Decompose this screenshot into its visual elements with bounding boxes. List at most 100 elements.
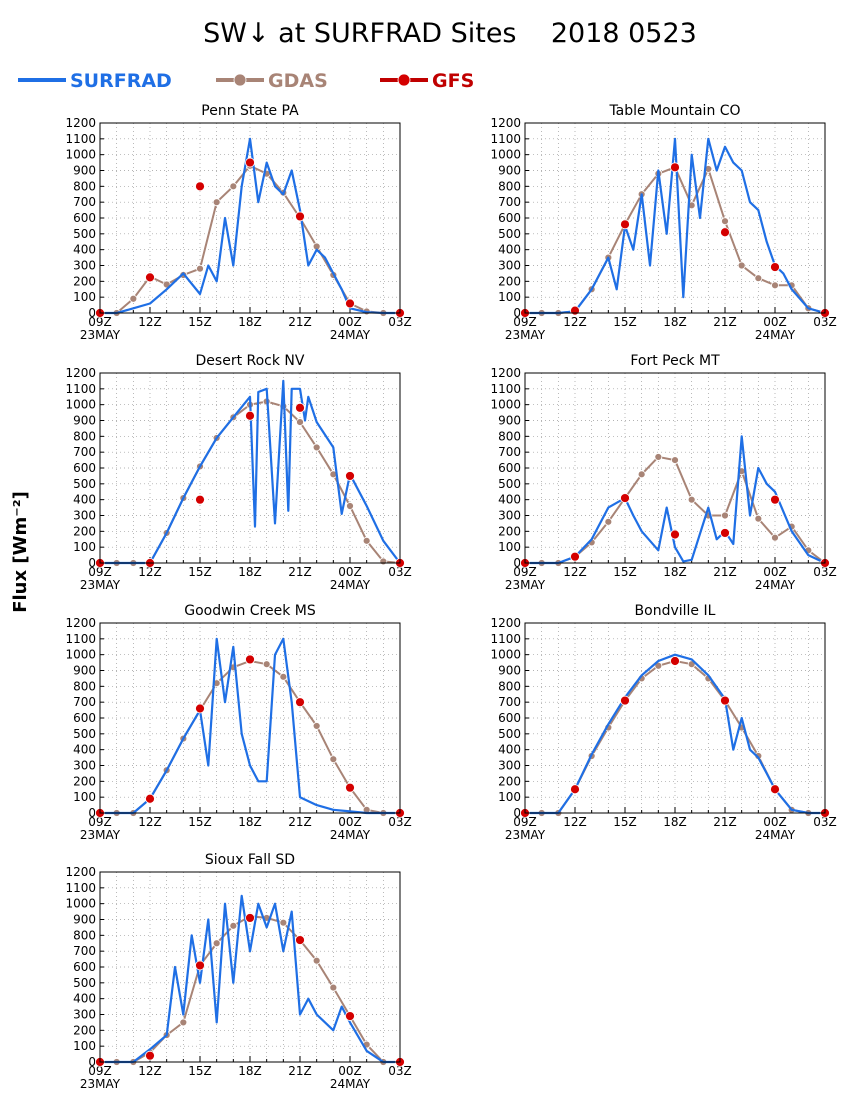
x-tick-label: 00Z: [338, 1064, 362, 1078]
y-tick-label: 700: [73, 445, 96, 459]
gfs-point: [145, 272, 155, 283]
x-tick-label: 03Z: [388, 1064, 412, 1078]
y-tick-label: 0: [513, 306, 521, 320]
gfs-point: [295, 935, 305, 945]
x-tick-label: 12Z: [138, 315, 162, 329]
y-tick-label: 800: [498, 429, 521, 443]
gdas-point: [129, 294, 138, 303]
y-tick-label: 800: [498, 179, 521, 193]
y-tick-label: 0: [513, 556, 521, 570]
y-tick-label: 200: [498, 774, 521, 788]
x-tick-label: 03Z: [388, 815, 412, 829]
y-tick-label: 600: [73, 711, 96, 725]
gdas-point: [179, 1018, 188, 1027]
x-tick-label: 03Z: [388, 565, 412, 579]
y-tick-label: 1100: [65, 881, 96, 895]
x-tick-label: 21Z: [288, 815, 312, 829]
panel-title: Desert Rock NV: [196, 353, 305, 369]
gfs-point: [770, 784, 780, 795]
y-tick-label: 1000: [65, 148, 96, 162]
y-tick-label: 1000: [65, 897, 96, 911]
y-tick-label: 400: [498, 493, 521, 507]
panel-frame: [524, 622, 826, 814]
y-tick-label: 1000: [65, 398, 96, 412]
y-tick-label: 1200: [490, 116, 521, 130]
gdas-point: [229, 182, 238, 191]
y-tick-label: 900: [498, 164, 521, 178]
x-tick-label: 15Z: [188, 565, 212, 579]
legend-item-gfs: GFS: [380, 70, 474, 92]
panel-frame: [99, 122, 401, 314]
y-tick-label: 1200: [65, 366, 96, 380]
x-tick-label: 18Z: [663, 565, 687, 579]
y-tick-label: 700: [498, 695, 521, 709]
y-tick-label: 400: [73, 743, 96, 757]
surfrad-series-line: [100, 379, 401, 565]
panel-frame: [524, 122, 826, 314]
y-tick-label: 300: [73, 259, 96, 273]
y-tick-label: 1200: [65, 116, 96, 130]
x-tick-label: 21Z: [288, 315, 312, 329]
gdas-point: [379, 557, 388, 566]
y-tick-label: 800: [73, 179, 96, 193]
x-tick-label: 00Z: [338, 565, 362, 579]
x-date-label: 23MAY: [80, 578, 121, 592]
gfs-point: [720, 227, 730, 238]
gdas-point: [329, 983, 338, 992]
x-date-label: 24MAY: [330, 828, 371, 842]
y-tick-label: 1100: [490, 382, 521, 396]
gdas-point: [671, 456, 679, 464]
gdas-point: [196, 264, 204, 273]
y-tick-label: 100: [73, 540, 96, 554]
y-tick-label: 0: [88, 306, 96, 320]
gfs-point: [570, 551, 580, 562]
gfs-point: [245, 410, 255, 421]
y-tick-label: 700: [498, 445, 521, 459]
x-tick-label: 21Z: [713, 315, 737, 329]
gfs-point: [345, 298, 355, 309]
x-tick-label: 09Z: [513, 315, 537, 329]
x-tick-label: 12Z: [138, 1064, 162, 1078]
gfs-point: [195, 494, 205, 505]
gdas-point: [771, 281, 779, 290]
gfs-point: [295, 402, 305, 413]
gfs-point: [295, 697, 305, 708]
legend-item-surfrad: SURFRAD: [18, 70, 172, 92]
y-tick-label: 900: [498, 414, 521, 428]
gfs-point: [195, 181, 205, 192]
x-tick-label: 18Z: [238, 815, 262, 829]
x-date-label: 24MAY: [330, 1077, 371, 1091]
gfs-point: [670, 162, 680, 173]
y-tick-label: 900: [73, 414, 96, 428]
legend: SURFRAD GDAS GFS: [18, 70, 474, 92]
gdas-point: [637, 470, 646, 479]
panel-frame: [99, 871, 401, 1063]
surfrad-series-line: [100, 637, 400, 815]
x-tick-label: 12Z: [138, 815, 162, 829]
y-tick-label: 900: [73, 164, 96, 178]
panel-title: Sioux Fall SD: [205, 852, 295, 868]
x-tick-label: 00Z: [338, 315, 362, 329]
y-tick-label: 200: [73, 524, 96, 538]
y-tick-label: 200: [498, 274, 521, 288]
gdas-point: [721, 511, 729, 520]
y-tick-label: 700: [498, 195, 521, 209]
panel-frame: [524, 372, 826, 564]
y-tick-label: 0: [88, 1055, 96, 1069]
y-tick-label: 0: [88, 806, 96, 820]
y-axis-label: Flux [Wm⁻²]: [10, 491, 31, 613]
y-tick-label: 300: [73, 1008, 96, 1022]
gfs-point: [570, 305, 580, 316]
y-tick-label: 500: [73, 727, 96, 741]
x-date-label: 23MAY: [505, 578, 546, 592]
gdas-point: [212, 939, 221, 948]
panel-frame: [99, 372, 401, 564]
gfs-point: [345, 1011, 355, 1021]
y-tick-label: 600: [73, 960, 96, 974]
gfs-point: [345, 471, 355, 481]
gfs-point: [620, 493, 630, 503]
x-tick-label: 09Z: [88, 315, 112, 329]
y-tick-label: 1000: [490, 398, 521, 412]
gfs-point: [720, 695, 730, 706]
x-date-label: 23MAY: [505, 828, 546, 842]
